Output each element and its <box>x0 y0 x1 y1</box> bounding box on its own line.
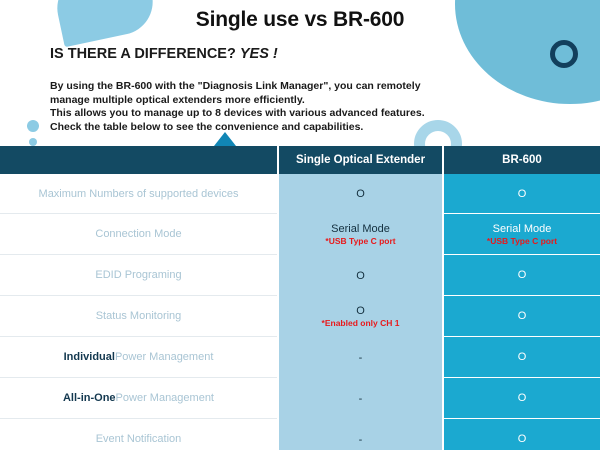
cell-value: O <box>517 433 527 445</box>
row-label-strong: All-in-One <box>62 392 116 404</box>
cell-br600: O <box>444 255 600 296</box>
column-gap <box>277 214 279 255</box>
cell-single-optical-extender: O <box>279 255 442 296</box>
column-gap <box>442 296 444 337</box>
table-row: Individual Power Management - O <box>0 337 600 378</box>
decorative-triangle-up <box>214 132 236 146</box>
row-label-text: Event Notification <box>95 433 182 445</box>
comparison-table: Single Optical Extender BR-600 Maximum N… <box>0 146 600 450</box>
table-header-br600: BR-600 <box>444 146 600 174</box>
cell-note: *USB Type C port <box>486 235 558 246</box>
cell-br600: Serial Mode *USB Type C port <box>444 214 600 255</box>
cell-br600: O <box>444 419 600 450</box>
column-gap <box>277 255 279 296</box>
cell-single-optical-extender: - <box>279 419 442 450</box>
cell-single-optical-extender: O *Enabled only CH 1 <box>279 296 442 337</box>
column-gap <box>442 146 444 174</box>
body-line-1: By using the BR-600 with the "Diagnosis … <box>50 80 421 92</box>
row-label-text: Power Management <box>114 351 214 363</box>
table-row: Status Monitoring O *Enabled only CH 1 O <box>0 296 600 337</box>
cell-value: - <box>358 351 363 364</box>
column-gap <box>442 378 444 419</box>
row-label-text: EDID Programing <box>95 269 182 281</box>
column-gap <box>277 337 279 378</box>
column-gap <box>442 255 444 296</box>
row-label-text: Status Monitoring <box>95 310 182 322</box>
table-header-single-optical-extender: Single Optical Extender <box>279 146 442 174</box>
cell-single-optical-extender: O <box>279 174 442 214</box>
subtitle-answer: YES ! <box>239 46 278 62</box>
column-gap <box>442 174 444 214</box>
table-row: Event Notification - O <box>0 419 600 450</box>
body-copy: By using the BR-600 with the "Diagnosis … <box>50 80 480 134</box>
cell-single-optical-extender: - <box>279 337 442 378</box>
cell-br600: O <box>444 337 600 378</box>
cell-value: O <box>356 188 365 200</box>
row-label-text: Maximum Numbers of supported devices <box>38 187 239 200</box>
row-label: EDID Programing <box>0 255 277 296</box>
row-label: Individual Power Management <box>0 337 277 378</box>
row-label-text: Power Management <box>115 392 214 404</box>
page-title: Single use vs BR-600 <box>195 8 405 31</box>
column-gap <box>277 296 279 337</box>
cell-value: - <box>358 392 363 405</box>
row-label-strong: Individual <box>63 351 115 363</box>
decorative-dot-2 <box>29 138 37 146</box>
cell-single-optical-extender: Serial Mode *USB Type C port <box>279 214 442 255</box>
row-label-text: Connection Mode <box>95 228 182 240</box>
cell-value: - <box>358 433 363 446</box>
body-line-4: Check the table below to see the conveni… <box>50 120 364 133</box>
table-row: EDID Programing O O <box>0 255 600 296</box>
cell-value: Serial Mode <box>331 223 390 235</box>
column-gap <box>442 337 444 378</box>
row-label: All-in-One Power Management <box>0 378 277 419</box>
column-gap <box>442 419 444 450</box>
decorative-dot-1 <box>27 120 39 132</box>
column-gap <box>277 378 279 419</box>
body-line-2: manage multiple optical extenders more e… <box>50 93 305 106</box>
cell-single-optical-extender: - <box>279 378 442 419</box>
cell-value: O <box>517 351 527 363</box>
cell-value: O <box>356 269 365 282</box>
subtitle: IS THERE A DIFFERENCE? YES ! <box>50 46 278 62</box>
column-gap <box>277 419 279 450</box>
table-row: All-in-One Power Management - O <box>0 378 600 419</box>
cell-br600: O <box>444 378 600 419</box>
cell-value: O <box>517 310 527 322</box>
cell-value: O <box>517 269 527 281</box>
column-gap <box>277 146 279 174</box>
cell-br600: O <box>444 174 600 214</box>
column-gap <box>277 174 279 214</box>
table-header-row: Single Optical Extender BR-600 <box>0 146 600 174</box>
body-line-3: This allows you to manage up to 8 device… <box>50 107 425 120</box>
row-label: Event Notification <box>0 419 277 450</box>
cell-value: O <box>517 392 527 404</box>
decorative-ring-navy <box>550 40 578 68</box>
table-header-feature <box>0 146 277 174</box>
subtitle-question: IS THERE A DIFFERENCE? <box>50 46 236 62</box>
table-row: Connection Mode Serial Mode *USB Type C … <box>0 214 600 255</box>
cell-br600: O <box>444 296 600 337</box>
cell-value: Serial Mode <box>492 222 552 235</box>
cell-value: O <box>356 305 365 317</box>
cell-note: *Enabled only CH 1 <box>321 318 400 328</box>
cell-value: O <box>517 187 527 200</box>
cell-note: *USB Type C port <box>325 236 396 246</box>
row-label: Maximum Numbers of supported devices <box>0 174 277 214</box>
column-gap <box>442 214 444 255</box>
row-label: Status Monitoring <box>0 296 277 337</box>
table-row: Maximum Numbers of supported devices O O <box>0 174 600 214</box>
row-label: Connection Mode <box>0 214 277 255</box>
